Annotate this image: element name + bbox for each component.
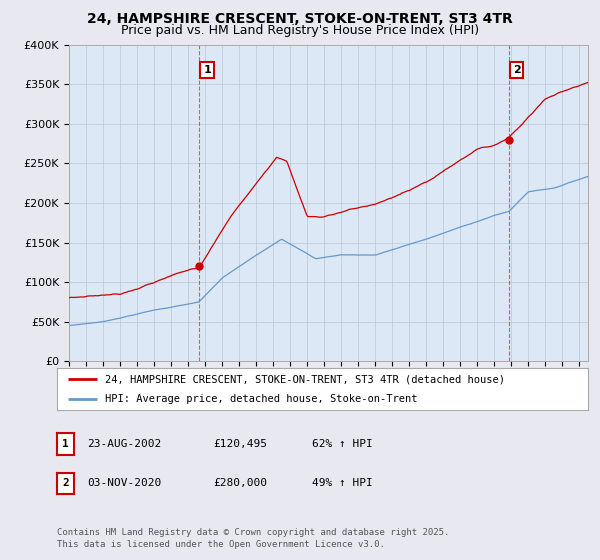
Text: 2: 2	[513, 65, 521, 75]
Text: 1: 1	[203, 65, 211, 75]
Text: 03-NOV-2020: 03-NOV-2020	[87, 478, 161, 488]
Text: £120,495: £120,495	[213, 439, 267, 449]
Text: 49% ↑ HPI: 49% ↑ HPI	[312, 478, 373, 488]
Text: Price paid vs. HM Land Registry's House Price Index (HPI): Price paid vs. HM Land Registry's House …	[121, 24, 479, 36]
Text: 24, HAMPSHIRE CRESCENT, STOKE-ON-TRENT, ST3 4TR (detached house): 24, HAMPSHIRE CRESCENT, STOKE-ON-TRENT, …	[105, 374, 505, 384]
Text: Contains HM Land Registry data © Crown copyright and database right 2025.
This d: Contains HM Land Registry data © Crown c…	[57, 528, 449, 549]
Text: 1: 1	[62, 439, 69, 449]
Text: 24, HAMPSHIRE CRESCENT, STOKE-ON-TRENT, ST3 4TR: 24, HAMPSHIRE CRESCENT, STOKE-ON-TRENT, …	[87, 12, 513, 26]
Text: 62% ↑ HPI: 62% ↑ HPI	[312, 439, 373, 449]
Text: 23-AUG-2002: 23-AUG-2002	[87, 439, 161, 449]
Text: HPI: Average price, detached house, Stoke-on-Trent: HPI: Average price, detached house, Stok…	[105, 394, 417, 404]
Text: 2: 2	[62, 478, 69, 488]
Text: £280,000: £280,000	[213, 478, 267, 488]
